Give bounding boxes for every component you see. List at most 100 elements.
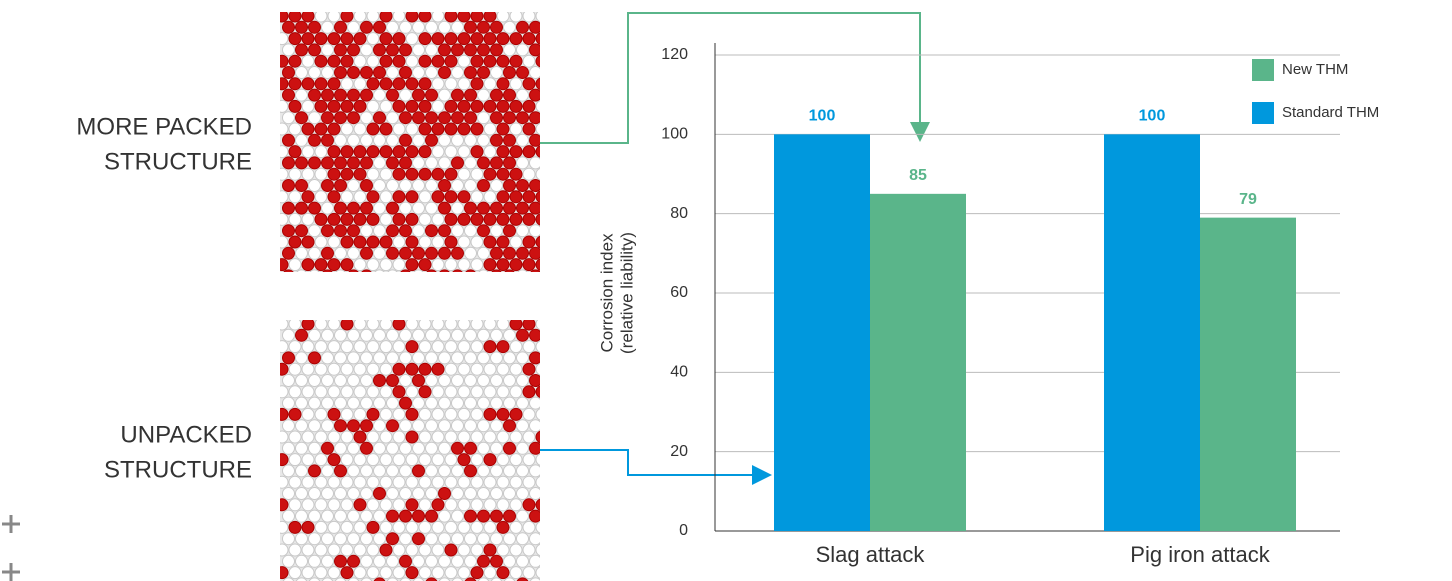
- particle: [470, 190, 484, 204]
- particle: [503, 374, 516, 387]
- particle: [529, 20, 540, 34]
- particle: [282, 441, 295, 455]
- particle: [347, 554, 360, 568]
- particle: [457, 235, 471, 249]
- particle: [321, 246, 334, 260]
- particle: [366, 430, 380, 444]
- particle: [399, 328, 412, 342]
- particle: [509, 77, 523, 91]
- particle: [405, 320, 419, 331]
- particle: [295, 487, 308, 500]
- particle: [301, 212, 315, 226]
- particle: [543, 21, 555, 33]
- particle: [503, 328, 516, 342]
- particle: [347, 66, 360, 79]
- particle: [386, 179, 399, 192]
- particle: [529, 532, 540, 546]
- particle: [360, 419, 373, 433]
- particle: [308, 441, 321, 455]
- particle: [496, 320, 510, 331]
- particle: [327, 32, 341, 46]
- bar: [1104, 134, 1200, 532]
- particle: [457, 12, 471, 23]
- particle: [392, 258, 406, 272]
- particle: [295, 328, 308, 342]
- particle: [529, 43, 540, 57]
- particle: [529, 156, 540, 170]
- particle: [366, 235, 380, 249]
- particle: [282, 532, 295, 546]
- particle: [321, 577, 334, 581]
- particle: [477, 133, 490, 147]
- particle: [457, 122, 471, 136]
- particle: [347, 577, 360, 581]
- particle: [503, 464, 516, 478]
- particle: [334, 133, 347, 147]
- particle: [373, 487, 386, 500]
- particle: [289, 281, 301, 293]
- particle: [516, 111, 529, 125]
- particle: [399, 20, 412, 34]
- particle: [457, 54, 471, 68]
- particle: [379, 77, 393, 91]
- particle: [516, 66, 529, 79]
- particle: [556, 533, 568, 545]
- particle: [522, 99, 536, 113]
- particle: [431, 520, 445, 534]
- particle: [288, 99, 302, 113]
- particle: [464, 487, 477, 500]
- particle: [314, 212, 328, 226]
- particle: [360, 487, 373, 500]
- particle: [509, 235, 523, 249]
- particle: [477, 509, 490, 523]
- particle: [470, 498, 484, 512]
- particle: [340, 145, 354, 159]
- particle: [457, 475, 471, 489]
- legend-label: New THM: [1282, 61, 1348, 78]
- particle: [295, 374, 308, 387]
- particle: [543, 270, 555, 282]
- particle: [314, 475, 328, 489]
- particle: [301, 32, 315, 46]
- particle: [295, 554, 308, 568]
- particle: [529, 179, 540, 192]
- particle: [549, 78, 561, 90]
- particle: [400, 269, 411, 272]
- particle: [535, 498, 540, 511]
- particle: [379, 566, 393, 580]
- particle: [353, 122, 367, 136]
- particle: [543, 44, 555, 56]
- particle: [477, 441, 490, 455]
- particle: [543, 352, 555, 364]
- particle: [280, 99, 289, 113]
- particle: [308, 577, 321, 581]
- particle: [457, 340, 471, 354]
- particle: [438, 43, 451, 57]
- particle: [301, 498, 315, 512]
- connector-blue: [540, 449, 772, 485]
- particle: [425, 419, 438, 433]
- particle: [509, 566, 523, 580]
- particle: [399, 351, 412, 365]
- particle: [314, 453, 328, 467]
- particle: [379, 475, 393, 489]
- particle: [496, 54, 510, 68]
- particle: [543, 329, 555, 341]
- particle: [360, 156, 373, 170]
- y-tick-label: 120: [661, 46, 688, 63]
- particle: [556, 180, 568, 192]
- particle: [483, 430, 497, 444]
- particle: [373, 554, 386, 568]
- particle: [288, 212, 302, 226]
- particle: [301, 77, 315, 91]
- particle: [367, 281, 379, 293]
- particle: [438, 374, 451, 387]
- particle: [321, 43, 334, 57]
- particle: [418, 475, 432, 489]
- particle: [483, 167, 497, 181]
- particle: [431, 99, 445, 113]
- particle: [353, 32, 367, 46]
- particle: [327, 99, 341, 113]
- particle: [470, 566, 484, 580]
- particle: [444, 12, 458, 23]
